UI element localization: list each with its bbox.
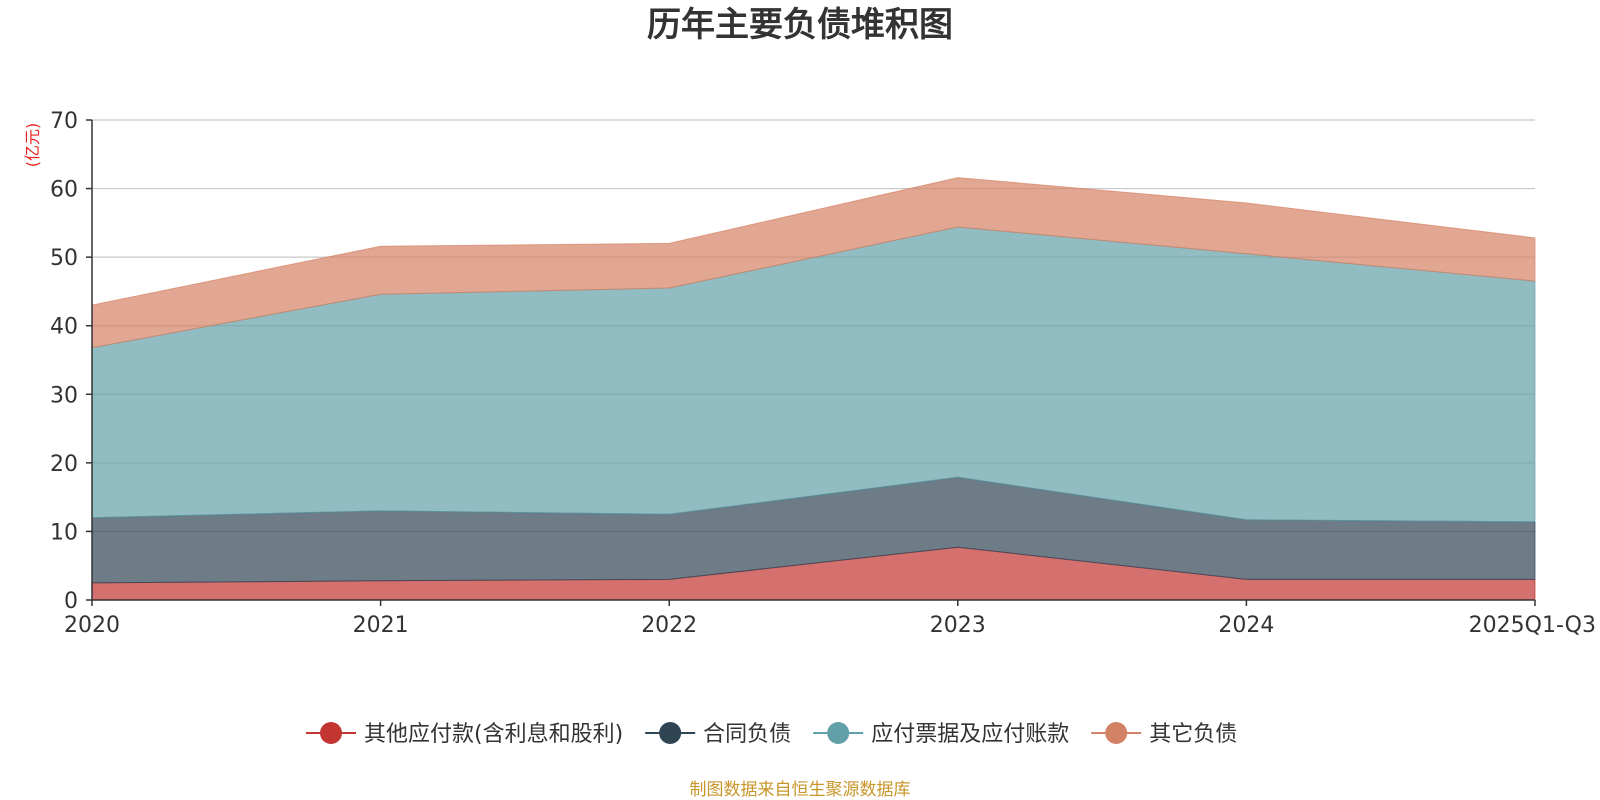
legend-marker-0 — [320, 722, 342, 744]
x-tick-label-1: 2021 — [353, 613, 409, 638]
x-tick-label-5: 2025Q1-Q3 — [1469, 613, 1596, 638]
y-tick-label-0: 0 — [64, 589, 78, 614]
legend-label-2: 应付票据及应付账款 — [871, 722, 1069, 747]
y-tick-label-40: 40 — [50, 315, 78, 340]
x-tick-label-3: 2023 — [930, 613, 986, 638]
source-note: 制图数据来自恒生聚源数据库 — [690, 780, 911, 800]
legend-marker-2 — [827, 722, 850, 744]
y-tick-label-30: 30 — [50, 383, 78, 408]
area-series-3 — [91, 177, 1536, 349]
legend-item-2: 应付票据及应付账款 — [813, 722, 1069, 747]
x-tick-label-0: 2020 — [64, 613, 120, 638]
legend-label-0: 其他应付款(含利息和股利) — [364, 722, 623, 747]
legend: 其他应付款(含利息和股利) 合同负债 应付票据及应付账款 其它负债 — [306, 722, 1237, 747]
y-tick-label-70: 70 — [50, 109, 78, 134]
y-tick-label-20: 20 — [50, 452, 78, 477]
legend-item-0: 其他应付款(含利息和股利) — [306, 722, 623, 747]
legend-marker-3 — [1105, 722, 1128, 744]
axes: 0 10 20 30 40 50 60 70 2020 2021 2022 2023 2024 2025Q… — [50, 109, 1596, 638]
y-tick-label-10: 10 — [50, 520, 78, 545]
legend-item-1: 合同负债 — [645, 722, 791, 747]
legend-item-3: 其它负债 — [1091, 722, 1237, 747]
chart-title: 历年主要负债堆积图 — [647, 5, 953, 45]
legend-marker-1 — [659, 722, 682, 744]
x-tick-label-4: 2024 — [1218, 613, 1274, 638]
area-series-layer — [91, 177, 1536, 601]
y-tick-label-60: 60 — [50, 178, 78, 203]
y-axis-unit-label: (亿元) — [23, 123, 42, 168]
legend-label-1: 合同负债 — [703, 722, 791, 747]
y-tick-label-50: 50 — [50, 246, 78, 271]
legend-label-3: 其它负债 — [1149, 722, 1237, 747]
x-tick-label-2: 2022 — [641, 613, 697, 638]
